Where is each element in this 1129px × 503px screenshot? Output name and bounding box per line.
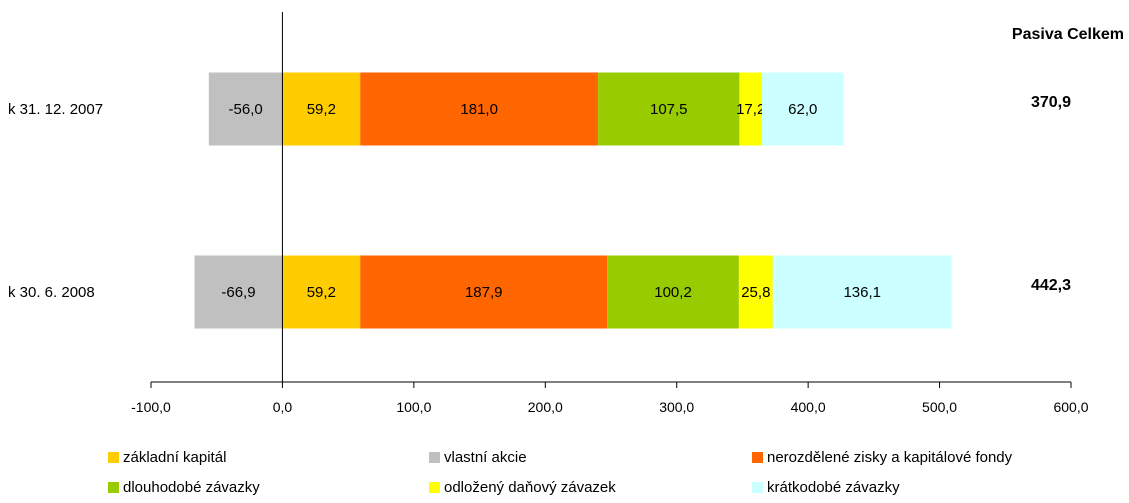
legend-label: základní kapitál xyxy=(123,449,226,466)
bar-segment xyxy=(738,255,773,329)
bar-segment xyxy=(208,72,283,146)
data-label: 136,1 xyxy=(843,284,881,301)
legend: základní kapitál vlastní akcie nerozdělené… xyxy=(108,449,1013,496)
x-tick-label: 300,0 xyxy=(659,399,694,415)
bar-segment xyxy=(607,255,739,329)
legend-label: nerozdělené zisky a kapitálové fondy xyxy=(767,449,1013,466)
legend-label: krátkodobé závazky xyxy=(767,479,900,496)
x-tick-label: 100,0 xyxy=(396,399,431,415)
bar-segment xyxy=(739,72,763,146)
data-label: 181,0 xyxy=(460,101,498,118)
total-value: 370,9 xyxy=(1031,94,1071,111)
bar-segment xyxy=(194,255,283,329)
legend-label: dlouhodobé závazky xyxy=(123,479,260,496)
bar-segment xyxy=(282,255,361,329)
bar-segment xyxy=(360,255,608,329)
bar-segment xyxy=(762,72,844,146)
legend-label: odložený daňový závazek xyxy=(444,479,616,496)
data-label: 59,2 xyxy=(307,101,336,118)
bar-segment xyxy=(598,72,740,146)
legend-swatch xyxy=(108,452,119,463)
legend-swatch xyxy=(429,482,440,493)
data-label: 100,2 xyxy=(654,284,692,301)
category-labels: k 31. 12. 2007 k 30. 6. 2008 xyxy=(8,101,103,301)
totals-column: Pasiva Celkem 370,9 442,3 xyxy=(1012,26,1124,294)
legend-swatch xyxy=(108,482,119,493)
bar-segment xyxy=(360,72,599,146)
totals-title: Pasiva Celkem xyxy=(1012,26,1124,43)
bar-segment xyxy=(282,72,361,146)
x-tick-label: -100,0 xyxy=(131,399,171,415)
x-tick-label: 500,0 xyxy=(922,399,957,415)
category-label: k 30. 6. 2008 xyxy=(8,284,95,301)
data-label: 25,8 xyxy=(741,284,770,301)
x-tick-label: 0,0 xyxy=(273,399,293,415)
data-label: 62,0 xyxy=(788,101,817,118)
data-label: -56,0 xyxy=(229,101,263,118)
legend-swatch xyxy=(752,452,763,463)
total-value: 442,3 xyxy=(1031,277,1071,294)
x-tick-label: 600,0 xyxy=(1053,399,1088,415)
x-tick-label: 200,0 xyxy=(528,399,563,415)
legend-swatch xyxy=(752,482,763,493)
data-label: 107,5 xyxy=(650,101,688,118)
data-label: 59,2 xyxy=(307,284,336,301)
x-tick-label: 400,0 xyxy=(791,399,826,415)
bar-area: -56,0 59,2 181,0 107,5 17,2 62,0 -66,9 59,2 187,… xyxy=(194,72,952,329)
bar-segment xyxy=(772,255,952,329)
x-axis: -100,0 0,0 100,0 200,0 300,0 400,0 500,0 600,0 xyxy=(131,12,1089,415)
legend-label: vlastní akcie xyxy=(444,449,527,466)
data-label: -66,9 xyxy=(221,284,255,301)
category-label: k 31. 12. 2007 xyxy=(8,101,103,118)
legend-swatch xyxy=(429,452,440,463)
data-label: 17,2 xyxy=(736,101,765,118)
data-label: 187,9 xyxy=(465,284,503,301)
